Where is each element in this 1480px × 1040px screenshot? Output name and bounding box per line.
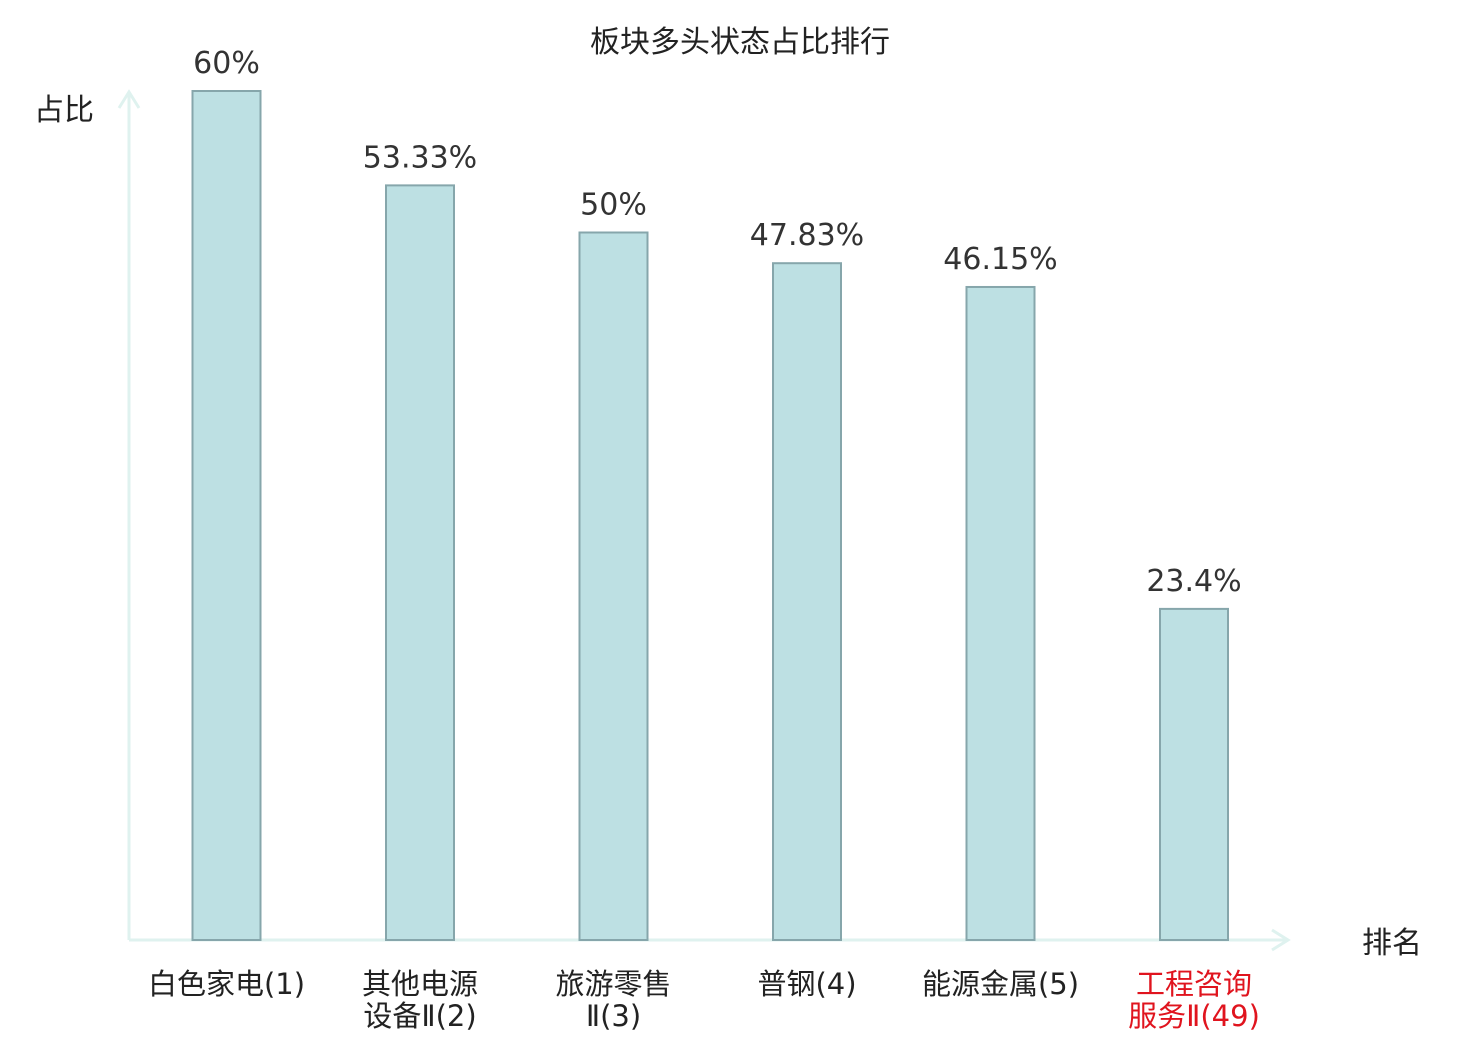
value-labels-group: 60% 53.33% 50% 47.83% 46.15% 23.4% [193, 46, 1242, 599]
bar-value-label: 23.4% [1146, 564, 1241, 599]
bar-value-label: 60% [193, 46, 260, 81]
bar [1159, 607, 1229, 941]
bar-value-label: 47.83% [750, 218, 864, 253]
bar [578, 231, 649, 941]
bar-value-label: 53.33% [363, 140, 477, 175]
x-tick-label: Ⅱ(3) [586, 999, 641, 1033]
x-tick-label: 设备Ⅱ(2) [363, 999, 476, 1033]
x-tick-label: 白色家电(1) [148, 967, 305, 1001]
y-axis [117, 89, 141, 940]
x-tick-label: 工程咨询 [1136, 967, 1252, 1001]
x-tick-label: 服务Ⅱ(49) [1128, 999, 1260, 1033]
x-tick-label: 普钢(4) [757, 967, 856, 1001]
x-tick-label: 旅游零售 [555, 967, 671, 1001]
bar-value-label: 46.15% [943, 242, 1057, 277]
bar [385, 184, 455, 941]
bar-value-label: 50% [580, 188, 647, 223]
bar [965, 285, 1036, 942]
x-axis [129, 928, 1291, 952]
x-axis-title: 排名 [1362, 926, 1422, 961]
bar [191, 90, 262, 941]
y-axis-title: 占比 [34, 93, 94, 128]
chart-title: 板块多头状态占比排行 [590, 25, 890, 60]
x-tick-label: 其他电源 [362, 967, 478, 1001]
bar [772, 262, 842, 941]
x-tick-label: 能源金属(5) [922, 967, 1079, 1001]
bars-group [191, 90, 1229, 942]
